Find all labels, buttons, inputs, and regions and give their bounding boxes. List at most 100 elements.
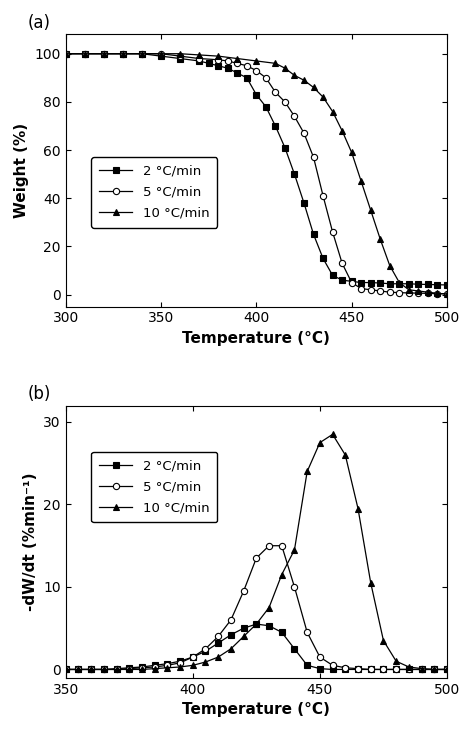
2 °C/min xyxy=(292,645,297,654)
5 °C/min xyxy=(235,59,240,68)
10 °C/min xyxy=(164,664,170,673)
Legend: 2 °C/min, 5 °C/min, 10 °C/min: 2 °C/min, 5 °C/min, 10 °C/min xyxy=(91,157,218,227)
5 °C/min xyxy=(425,289,431,298)
2 °C/min xyxy=(114,664,119,673)
2 °C/min xyxy=(342,665,348,674)
5 °C/min xyxy=(387,288,392,297)
Line: 2 °C/min: 2 °C/min xyxy=(63,621,450,673)
10 °C/min xyxy=(152,664,157,673)
10 °C/min xyxy=(387,261,392,270)
5 °C/min xyxy=(393,665,399,674)
10 °C/min xyxy=(358,177,364,186)
5 °C/min xyxy=(177,52,183,61)
10 °C/min xyxy=(101,49,107,58)
5 °C/min xyxy=(273,88,278,96)
2 °C/min xyxy=(225,64,230,72)
2 °C/min xyxy=(406,665,412,674)
10 °C/min xyxy=(88,665,94,674)
2 °C/min xyxy=(377,279,383,287)
10 °C/min xyxy=(304,467,310,476)
X-axis label: Temperature (°C): Temperature (°C) xyxy=(182,331,330,346)
5 °C/min xyxy=(301,129,307,137)
2 °C/min xyxy=(320,254,326,263)
5 °C/min xyxy=(406,289,412,298)
2 °C/min xyxy=(139,662,145,671)
10 °C/min xyxy=(266,603,272,612)
2 °C/min xyxy=(425,280,431,289)
2 °C/min xyxy=(101,665,107,674)
5 °C/min xyxy=(342,664,348,673)
Y-axis label: Weight (%): Weight (%) xyxy=(14,123,29,218)
Line: 5 °C/min: 5 °C/min xyxy=(63,50,450,297)
2 °C/min xyxy=(164,659,170,668)
10 °C/min xyxy=(254,56,259,65)
Line: 10 °C/min: 10 °C/min xyxy=(63,50,450,297)
2 °C/min xyxy=(63,49,69,58)
2 °C/min xyxy=(349,277,355,286)
10 °C/min xyxy=(435,289,440,298)
5 °C/min xyxy=(339,259,345,268)
2 °C/min xyxy=(127,664,132,673)
10 °C/min xyxy=(114,665,119,674)
2 °C/min xyxy=(254,91,259,99)
5 °C/min xyxy=(381,665,386,674)
5 °C/min xyxy=(75,665,81,674)
2 °C/min xyxy=(63,665,69,674)
5 °C/min xyxy=(203,645,209,654)
2 °C/min xyxy=(431,665,437,674)
10 °C/min xyxy=(406,285,412,294)
5 °C/min xyxy=(139,49,145,58)
5 °C/min xyxy=(63,665,69,674)
2 °C/min xyxy=(358,279,364,287)
5 °C/min xyxy=(304,628,310,637)
5 °C/min xyxy=(158,49,164,58)
Line: 2 °C/min: 2 °C/min xyxy=(63,50,450,288)
2 °C/min xyxy=(215,639,221,648)
5 °C/min xyxy=(114,665,119,674)
2 °C/min xyxy=(393,665,399,674)
10 °C/min xyxy=(416,287,421,295)
2 °C/min xyxy=(244,73,250,82)
2 °C/min xyxy=(152,661,157,670)
2 °C/min xyxy=(235,69,240,77)
2 °C/min xyxy=(304,661,310,670)
5 °C/min xyxy=(377,287,383,295)
10 °C/min xyxy=(292,71,297,80)
5 °C/min xyxy=(127,664,132,673)
5 °C/min xyxy=(368,665,374,674)
10 °C/min xyxy=(330,107,336,116)
2 °C/min xyxy=(387,279,392,288)
5 °C/min xyxy=(82,49,88,58)
2 °C/min xyxy=(228,630,234,639)
10 °C/min xyxy=(101,665,107,674)
2 °C/min xyxy=(266,621,272,630)
10 °C/min xyxy=(355,504,361,513)
2 °C/min xyxy=(355,665,361,674)
5 °C/min xyxy=(139,664,145,673)
Text: (b): (b) xyxy=(27,385,51,403)
10 °C/min xyxy=(444,665,450,674)
5 °C/min xyxy=(406,665,412,674)
10 °C/min xyxy=(444,289,450,298)
5 °C/min xyxy=(244,61,250,70)
2 °C/min xyxy=(381,665,386,674)
10 °C/min xyxy=(431,665,437,674)
2 °C/min xyxy=(406,279,412,288)
5 °C/min xyxy=(396,288,402,297)
5 °C/min xyxy=(444,665,450,674)
10 °C/min xyxy=(215,52,221,61)
10 °C/min xyxy=(425,288,431,297)
2 °C/min xyxy=(282,143,288,152)
10 °C/min xyxy=(282,64,288,72)
2 °C/min xyxy=(301,199,307,208)
2 °C/min xyxy=(215,61,221,70)
10 °C/min xyxy=(254,620,259,629)
10 °C/min xyxy=(396,279,402,287)
5 °C/min xyxy=(241,587,246,596)
2 °C/min xyxy=(330,665,336,674)
5 °C/min xyxy=(177,659,183,667)
2 °C/min xyxy=(310,230,316,239)
2 °C/min xyxy=(82,49,88,58)
10 °C/min xyxy=(203,658,209,667)
5 °C/min xyxy=(63,49,69,58)
